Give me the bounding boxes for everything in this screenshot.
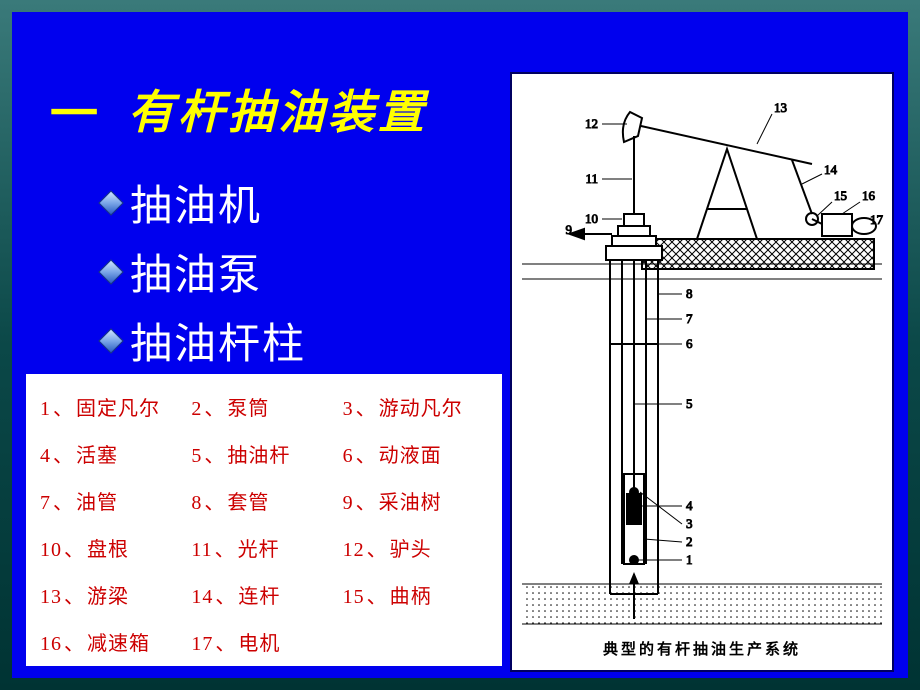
svg-text:3: 3 [686,516,693,531]
svg-text:7: 7 [686,311,693,326]
svg-text:13: 13 [774,100,787,115]
bullet-item: 抽油泵 [102,241,306,302]
diamond-icon [98,328,123,353]
svg-text:10: 10 [585,211,598,226]
legend-item: 6、动液面 [343,439,488,468]
legend-item: 14、连杆 [191,580,336,609]
diamond-icon [98,259,123,284]
legend-item: 13、游梁 [40,580,185,609]
legend-item: 16、减速箱 [40,627,185,656]
legend-item: 12、驴头 [343,533,488,562]
svg-text:8: 8 [686,286,693,301]
svg-text:14: 14 [824,162,838,177]
svg-text:15: 15 [834,188,847,203]
bullet-item: 抽油杆柱 [102,310,306,371]
svg-text:2: 2 [686,534,693,549]
diamond-icon [98,190,123,215]
legend-item: 8、套管 [191,486,336,515]
legend-item: 3、游动凡尔 [343,392,488,421]
slide: 一 有杆抽油装置 抽油机 抽油泵 抽油杆柱 1、固定凡尔2、泵筒3、游动凡尔 4、… [12,12,908,678]
diagram-caption: 典型的有杆抽油生产系统 [512,638,892,659]
legend-grid: 1、固定凡尔2、泵筒3、游动凡尔 4、活塞5、抽油杆6、动液面 7、油管8、套管9、… [40,392,488,656]
legend-item: 15、曲柄 [343,580,488,609]
svg-text:5: 5 [686,396,693,411]
bullet-text: 抽油杆柱 [130,310,306,371]
svg-text:16: 16 [862,188,876,203]
svg-text:1: 1 [686,552,693,567]
title-text: 有杆抽油装置 [128,76,428,142]
legend-item: 17、电机 [191,627,336,656]
bullet-text: 抽油泵 [130,241,262,302]
bullet-list: 抽油机 抽油泵 抽油杆柱 [102,172,306,379]
legend-item: 2、泵筒 [191,392,336,421]
bullet-text: 抽油机 [130,172,262,233]
bullet-item: 抽油机 [102,172,306,233]
legend-item: 4、活塞 [40,439,185,468]
title-marker: 一 [50,74,100,144]
title-row: 一 有杆抽油装置 [50,74,428,144]
svg-text:12: 12 [585,116,598,131]
diagram-panel: 9 10 11 12 13 14 15 16 17 8 7 6 5 4 3 2 … [510,72,894,672]
legend-item: 11、光杆 [191,533,336,562]
svg-text:17: 17 [870,212,884,227]
svg-text:9: 9 [566,222,573,237]
pump-diagram: 9 10 11 12 13 14 15 16 17 8 7 6 5 4 3 2 … [512,74,892,634]
legend-item: 5、抽油杆 [191,439,336,468]
legend-item: 7、油管 [40,486,185,515]
legend-item: 1、固定凡尔 [40,392,185,421]
legend-item: 9、采油树 [343,486,488,515]
svg-text:6: 6 [686,336,693,351]
svg-text:4: 4 [686,498,693,513]
svg-text:11: 11 [585,171,598,186]
legend-box: 1、固定凡尔2、泵筒3、游动凡尔 4、活塞5、抽油杆6、动液面 7、油管8、套管9、… [26,374,502,666]
legend-item: 10、盘根 [40,533,185,562]
